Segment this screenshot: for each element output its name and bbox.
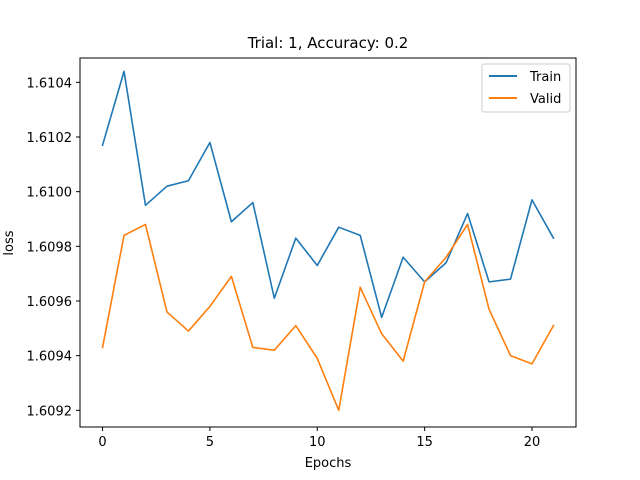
y-tick-label: 1.6100 bbox=[27, 186, 73, 201]
y-axis-label: loss bbox=[2, 230, 17, 255]
y-tick-label: 1.6096 bbox=[27, 295, 73, 310]
x-tick-label: 15 bbox=[416, 435, 433, 450]
x-tick-label: 10 bbox=[309, 435, 326, 450]
series-line-train bbox=[101, 70, 555, 319]
y-tick-label: 1.6092 bbox=[27, 404, 73, 419]
legend: Train Valid bbox=[481, 63, 571, 113]
plot-layer bbox=[101, 70, 555, 412]
chart-title: Trial: 1, Accuracy: 0.2 bbox=[247, 34, 409, 52]
x-axis-label: Epochs bbox=[305, 456, 352, 471]
legend-label-train: Train bbox=[529, 70, 561, 85]
y-tick-label: 1.6094 bbox=[27, 350, 73, 365]
x-tick-label: 20 bbox=[524, 435, 541, 450]
y-tick-label: 1.6098 bbox=[27, 240, 73, 255]
x-tick-label: 5 bbox=[206, 435, 214, 450]
y-tick-label: 1.6104 bbox=[27, 76, 73, 91]
legend-label-valid: Valid bbox=[530, 92, 561, 107]
x-tick-label: 0 bbox=[98, 435, 106, 450]
plot-frame bbox=[79, 57, 577, 428]
series-line-valid bbox=[101, 223, 555, 412]
y-tick-label: 1.6102 bbox=[27, 131, 73, 146]
ticks-layer: 0 5 10 15 20 1.6092 1.6094 1.6096 1.6098 1.6100 1.… bbox=[27, 76, 541, 450]
